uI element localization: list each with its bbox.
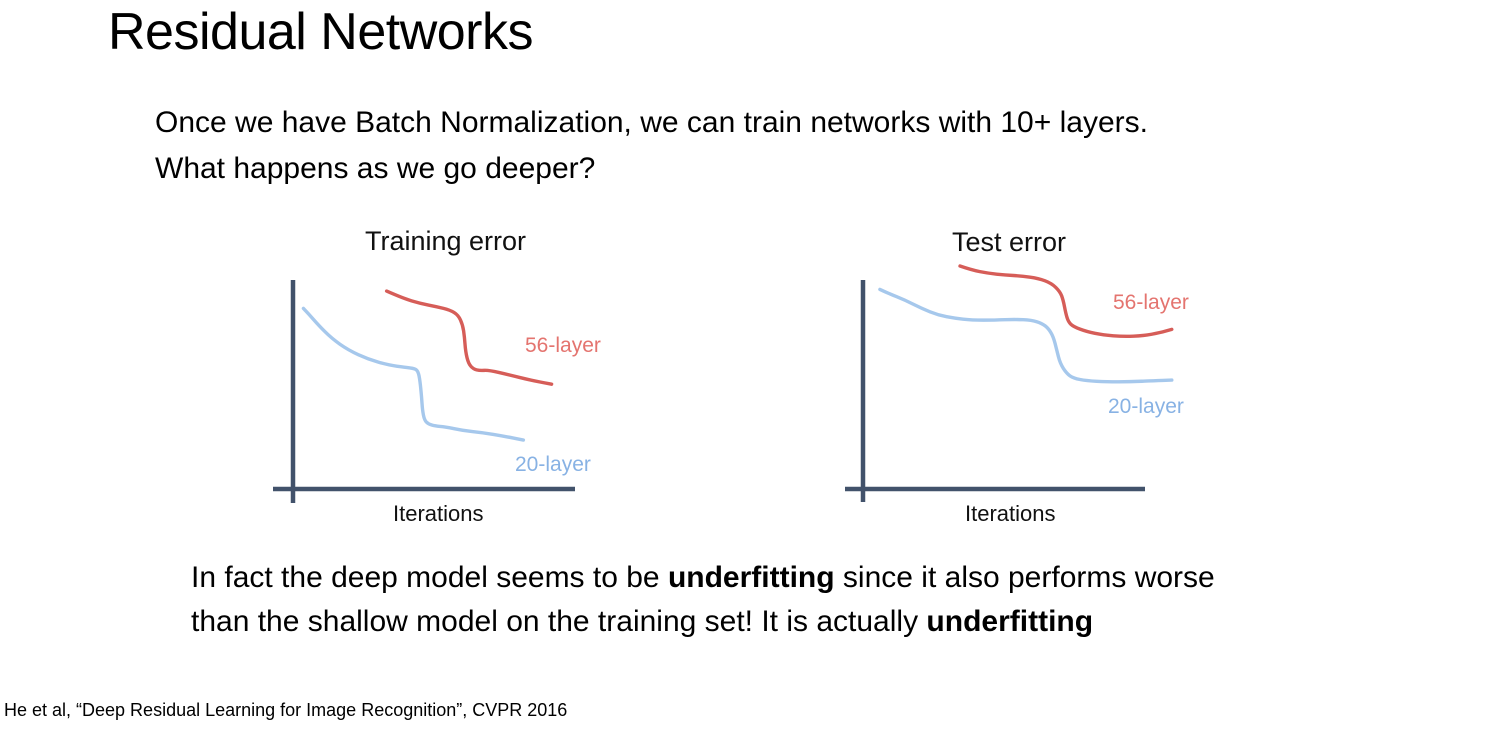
curve-20-layer xyxy=(301,306,526,442)
conclusion-text: In fact the deep model seems to be xyxy=(191,561,668,594)
curve-20-layer xyxy=(878,287,1174,384)
intro-line-2: What happens as we go deeper? xyxy=(155,152,596,185)
chart-title-test-error: Test error xyxy=(952,227,1067,257)
training-error-plot xyxy=(273,280,575,503)
curve-56-layer xyxy=(384,289,554,386)
page-title: Residual Networks xyxy=(108,3,534,61)
citation-footer: He et al, “Deep Residual Learning for Im… xyxy=(4,700,568,720)
label-56-layer: 56-layer xyxy=(525,334,601,357)
conclusion-text: since it also performs worse xyxy=(834,561,1215,594)
underfitting-bold-1: underfitting xyxy=(667,561,835,594)
label-56-layer: 56-layer xyxy=(1113,291,1189,314)
curves-group xyxy=(301,289,554,442)
conclusion-text: than the shallow model on the training s… xyxy=(191,605,927,638)
intro-paragraph: Once we have Batch Normalization, we can… xyxy=(155,100,1355,192)
label-20-layer: 20-layer xyxy=(1108,395,1184,418)
chart-title-training-error: Training error xyxy=(365,226,527,256)
curves-group xyxy=(878,264,1174,384)
x-axis-label-iterations: Iterations xyxy=(965,501,1056,526)
intro-line-1: Once we have Batch Normalization, we can… xyxy=(155,106,1148,139)
label-20-layer: 20-layer xyxy=(515,453,591,476)
conclusion-paragraph: In fact the deep model seems to be under… xyxy=(191,556,1341,644)
test-error-chart: Test error 56-layer 20-layer Iterations xyxy=(830,220,1225,540)
test-error-plot xyxy=(845,264,1174,502)
underfitting-bold-2: underfitting xyxy=(926,605,1094,638)
curve-56-layer xyxy=(958,264,1174,339)
training-error-chart: Training error 56-layer 20-layer Iterati… xyxy=(250,220,620,540)
x-axis-label-iterations: Iterations xyxy=(393,501,484,526)
